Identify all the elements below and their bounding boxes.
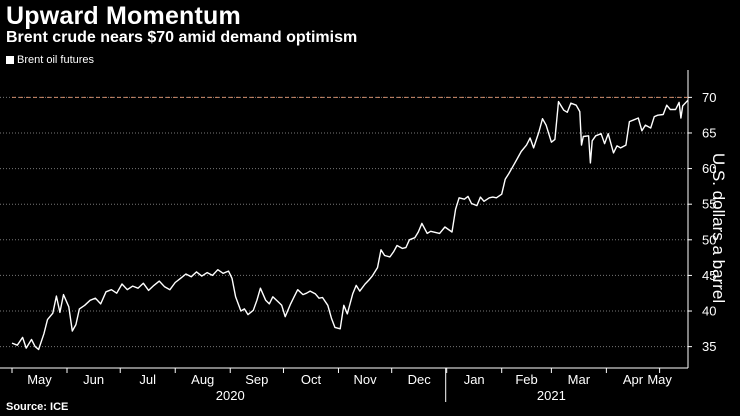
- y-tick-label: 70: [702, 90, 716, 105]
- chart-title: Upward Momentum: [6, 2, 241, 30]
- x-tick-label: Jun: [83, 372, 104, 387]
- x-tick-label: Nov: [354, 372, 378, 387]
- x-tick-label: Feb: [515, 372, 537, 387]
- x-tick-label: Apr: [623, 372, 644, 387]
- legend: Brent oil futures: [6, 54, 94, 66]
- y-tick-label: 50: [702, 232, 716, 247]
- x-tick-label: May: [647, 372, 672, 387]
- x-tick-label: Sep: [245, 372, 268, 387]
- y-tick-label: 45: [702, 268, 716, 283]
- year-label: 2020: [216, 388, 245, 403]
- y-tick-label: 65: [702, 125, 716, 140]
- x-tick-label: Jul: [139, 372, 156, 387]
- x-tick-label: Aug: [191, 372, 214, 387]
- y-tick-label: 35: [702, 339, 716, 354]
- legend-swatch: [6, 56, 14, 64]
- x-tick-label: Mar: [568, 372, 591, 387]
- x-tick-label: Dec: [408, 372, 432, 387]
- x-tick-label: Jan: [464, 372, 485, 387]
- year-label: 2021: [537, 388, 566, 403]
- y-tick-label: 40: [702, 304, 716, 319]
- legend-label: Brent oil futures: [17, 54, 95, 66]
- y-axis-title: U.S. dollars a barrel: [709, 153, 728, 303]
- x-tick-label: May: [27, 372, 52, 387]
- y-tick-label: 55: [702, 197, 716, 212]
- chart-subtitle: Brent crude nears $70 amid demand optimi…: [6, 29, 358, 46]
- x-tick-label: Oct: [301, 372, 322, 387]
- y-tick-label: 60: [702, 161, 716, 176]
- source-note: Source: ICE: [6, 401, 69, 413]
- series-line-brent: [11, 99, 689, 351]
